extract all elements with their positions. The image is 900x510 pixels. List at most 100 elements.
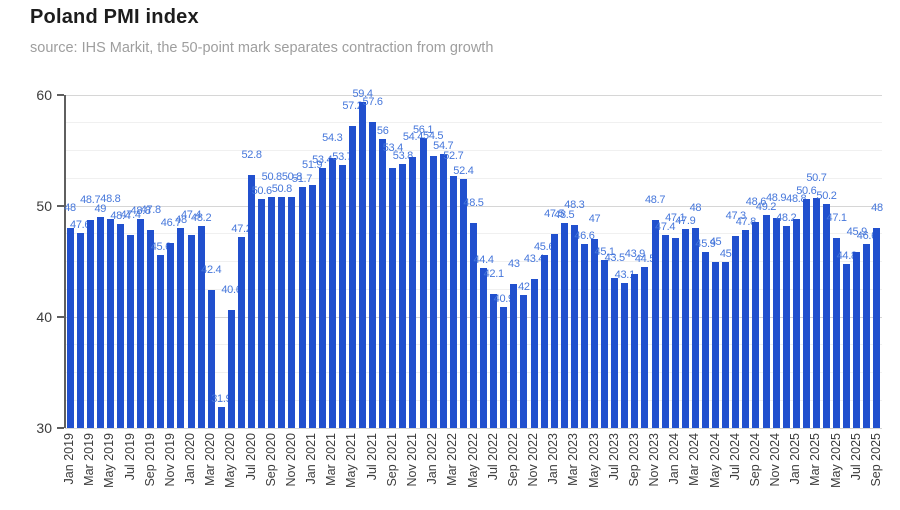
bar-sep-2021[interactable] (389, 168, 397, 428)
bar-jan-2023[interactable] (550, 233, 558, 428)
bar-sep-2022[interactable] (510, 283, 518, 428)
bar-oct-2021[interactable] (399, 163, 407, 428)
bar-oct-2023[interactable] (641, 267, 649, 428)
bar-mar-2019[interactable] (86, 220, 94, 428)
bar-jan-2025[interactable] (792, 219, 800, 428)
bar-feb-2025[interactable] (802, 199, 810, 428)
bar-apr-2023[interactable] (580, 243, 588, 428)
bar-nov-2023[interactable] (651, 220, 659, 428)
bar-sep-2025[interactable] (873, 228, 881, 428)
bar-mar-2023[interactable] (570, 224, 578, 428)
bar-jun-2025[interactable] (843, 263, 851, 428)
bar-jan-2022[interactable] (429, 156, 437, 428)
bar-nov-2020[interactable] (288, 197, 296, 428)
bar-jun-2021[interactable] (359, 101, 367, 428)
bar-value-label: 45.9 (695, 237, 716, 250)
bar-jun-2024[interactable] (722, 261, 730, 428)
bar-value-label: 44.8 (836, 249, 858, 262)
bar-dec-2024[interactable] (782, 225, 790, 428)
bar-oct-2020[interactable] (278, 197, 286, 428)
bar-nov-2022[interactable] (530, 279, 538, 428)
bar-may-2019[interactable] (106, 219, 114, 428)
bar-mar-2021[interactable] (328, 158, 336, 428)
bar-jul-2019[interactable] (127, 234, 135, 428)
bar-aug-2019[interactable] (137, 219, 145, 428)
bar-value-label: 57.2 (342, 100, 363, 113)
bar-sep-2023[interactable] (631, 273, 639, 428)
bar-may-2022[interactable] (470, 222, 477, 428)
bar-feb-2023[interactable] (560, 222, 568, 428)
bar-dec-2019[interactable] (177, 228, 185, 428)
bar-value-label: 51.9 (302, 158, 323, 171)
bar-jan-2024[interactable] (671, 238, 679, 428)
bar-feb-2020[interactable] (197, 225, 205, 428)
bar-apr-2024[interactable] (701, 251, 709, 428)
bar-jun-2023[interactable] (601, 260, 609, 428)
bar-sep-2020[interactable] (268, 197, 276, 428)
bar-may-2023[interactable] (591, 239, 599, 428)
bar-aug-2023[interactable] (621, 282, 629, 428)
bar-oct-2022[interactable] (520, 294, 528, 428)
bar-sep-2024[interactable] (752, 221, 760, 428)
bar-aug-2020[interactable] (258, 199, 266, 428)
bar-apr-2021[interactable] (338, 164, 346, 428)
bar-apr-2022[interactable] (459, 179, 467, 428)
bar-dec-2020[interactable] (298, 187, 306, 428)
bar-feb-2024[interactable] (681, 229, 689, 428)
bar-mar-2024[interactable] (691, 228, 699, 428)
bar-value-label: 48.2 (191, 211, 212, 224)
bar-jun-2019[interactable] (116, 223, 124, 428)
bar-mar-2022[interactable] (449, 176, 457, 428)
bar-jul-2022[interactable] (490, 293, 498, 428)
bar-value-label: 43.5 (604, 252, 626, 265)
bar-value-label: 51.7 (291, 173, 313, 186)
bar-value-label: 44.5 (634, 253, 656, 266)
bar-value-label: 48 (64, 202, 76, 215)
bar-jun-2022[interactable] (480, 268, 488, 428)
bar-jul-2021[interactable] (369, 121, 377, 428)
bar-jan-2020[interactable] (187, 234, 195, 428)
bar-dec-2022[interactable] (540, 254, 548, 428)
bar-oct-2024[interactable] (762, 214, 770, 428)
bar-mar-2025[interactable] (812, 198, 820, 428)
bar-nov-2019[interactable] (167, 242, 175, 428)
bar-value-label: 47.2 (231, 223, 252, 236)
bar-dec-2021[interactable] (419, 138, 427, 428)
bar-apr-2025[interactable] (823, 203, 831, 428)
bar-feb-2019[interactable] (76, 232, 84, 428)
bar-jul-2025[interactable] (853, 251, 861, 428)
bar-may-2025[interactable] (833, 238, 841, 428)
bar-apr-2019[interactable] (96, 217, 104, 428)
x-axis-tick-label: May 2024 (707, 433, 722, 488)
bar-jul-2024[interactable] (732, 235, 740, 428)
bar-jul-2023[interactable] (611, 278, 619, 428)
bar-may-2021[interactable] (348, 126, 356, 428)
bar-nov-2021[interactable] (409, 157, 417, 428)
bar-jul-2020[interactable] (248, 174, 256, 428)
bar-mar-2020[interactable] (207, 290, 215, 428)
bar-jan-2019[interactable] (66, 228, 74, 428)
bar-may-2024[interactable] (712, 261, 720, 428)
bar-nov-2024[interactable] (772, 218, 780, 428)
bar-may-2020[interactable] (227, 310, 235, 428)
bar-aug-2025[interactable] (863, 243, 871, 428)
bar-aug-2022[interactable] (500, 307, 508, 428)
bar-feb-2021[interactable] (318, 168, 326, 428)
bar-oct-2019[interactable] (157, 254, 165, 428)
minor-gridline (65, 150, 882, 151)
bar-feb-2022[interactable] (439, 153, 447, 428)
bar-sep-2019[interactable] (147, 230, 155, 428)
x-axis-tick-label: Jan 2025 (788, 433, 803, 485)
bar-dec-2023[interactable] (661, 234, 669, 428)
bar-apr-2020[interactable] (217, 406, 225, 428)
bar-jun-2020[interactable] (238, 237, 245, 428)
x-axis-tick-label: Mar 2025 (808, 433, 823, 486)
bar-value-label: 48.8 (786, 193, 807, 206)
bar-aug-2024[interactable] (742, 230, 750, 428)
bar-aug-2021[interactable] (379, 139, 387, 428)
bar-jan-2021[interactable] (308, 184, 316, 428)
bar-value-label: 44.4 (473, 254, 494, 267)
bar-value-label: 46.7 (160, 216, 182, 229)
bar-value-label: 46.6 (856, 229, 878, 242)
